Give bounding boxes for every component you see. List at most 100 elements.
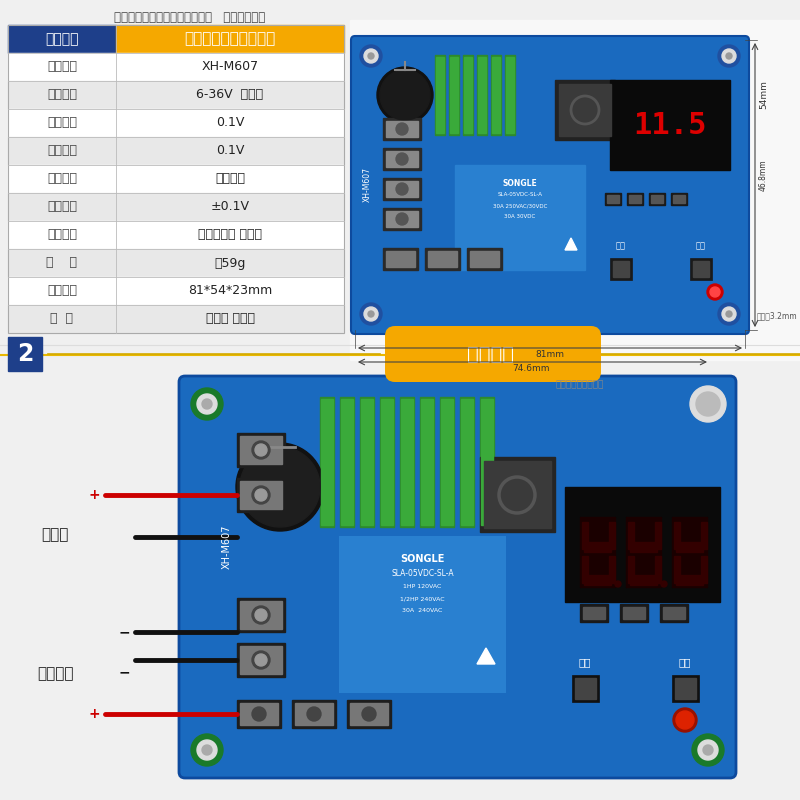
Bar <box>350 20 800 360</box>
Text: 1/2HP 240VAC: 1/2HP 240VAC <box>400 597 445 602</box>
Text: 下限: 下限 <box>578 657 591 667</box>
Text: 电池电压: 电池电压 <box>215 173 245 186</box>
Circle shape <box>396 153 408 165</box>
Bar <box>341 399 353 525</box>
Text: SONGLE: SONGLE <box>502 178 538 187</box>
Bar <box>240 646 282 674</box>
Bar <box>672 675 699 702</box>
Bar <box>383 148 421 170</box>
Bar <box>386 211 418 227</box>
Bar <box>672 517 707 587</box>
Bar <box>584 542 611 552</box>
Circle shape <box>360 45 382 67</box>
Circle shape <box>661 581 667 587</box>
Bar <box>580 517 615 587</box>
Text: 2: 2 <box>17 342 33 366</box>
Text: −: − <box>118 665 130 679</box>
Bar <box>8 305 344 333</box>
Bar <box>421 399 433 525</box>
Text: 控制精度: 控制精度 <box>47 145 77 158</box>
Circle shape <box>722 49 736 63</box>
Circle shape <box>364 49 378 63</box>
Bar <box>464 57 472 133</box>
Bar <box>620 604 648 622</box>
Circle shape <box>703 399 713 409</box>
Bar <box>676 575 703 585</box>
Text: 江苏省 宿迁市: 江苏省 宿迁市 <box>206 313 254 326</box>
Text: 上限: 上限 <box>678 657 691 667</box>
Bar <box>350 703 388 725</box>
Bar <box>580 604 608 622</box>
Circle shape <box>202 745 212 755</box>
Bar <box>492 57 500 133</box>
Bar <box>555 80 615 140</box>
Text: 数控电池放电控制模块: 数控电池放电控制模块 <box>184 31 276 46</box>
Bar <box>8 81 344 109</box>
Circle shape <box>722 307 736 321</box>
Text: 下限: 下限 <box>616 241 626 250</box>
Text: 净    重: 净 重 <box>46 257 78 270</box>
Bar <box>630 575 657 585</box>
Circle shape <box>676 711 694 729</box>
Bar <box>627 193 643 205</box>
Bar <box>436 57 444 133</box>
Bar <box>400 397 414 527</box>
Circle shape <box>615 581 621 587</box>
Text: 约59g: 约59g <box>214 257 246 270</box>
Circle shape <box>396 183 408 195</box>
Bar <box>572 675 599 702</box>
Bar <box>8 109 344 137</box>
Bar <box>626 517 661 587</box>
Circle shape <box>368 53 374 59</box>
FancyBboxPatch shape <box>385 326 601 382</box>
Bar <box>8 337 42 371</box>
Bar <box>674 522 680 549</box>
Text: 输出电压: 输出电压 <box>47 173 77 186</box>
Bar <box>693 261 709 277</box>
Bar <box>240 436 282 464</box>
Text: 1HP 120VAC: 1HP 120VAC <box>403 585 442 590</box>
Bar <box>386 181 418 197</box>
Circle shape <box>252 707 266 721</box>
Bar <box>583 607 605 619</box>
Circle shape <box>718 45 740 67</box>
Circle shape <box>364 307 378 321</box>
Bar <box>607 195 619 203</box>
Circle shape <box>202 399 212 409</box>
Text: XH-M607: XH-M607 <box>222 525 232 570</box>
Bar <box>449 55 459 135</box>
Bar <box>237 700 281 728</box>
Bar <box>237 643 285 677</box>
Text: XH-M607: XH-M607 <box>202 61 258 74</box>
Circle shape <box>707 284 723 300</box>
Text: 蓄电池: 蓄电池 <box>42 527 69 542</box>
Bar <box>655 556 661 583</box>
Circle shape <box>690 386 726 422</box>
Bar <box>605 193 621 205</box>
Text: 追求合理性价比而不是盲目低价   星河电子科技: 追求合理性价比而不是盲目低价 星河电子科技 <box>114 11 266 24</box>
Circle shape <box>692 388 724 420</box>
Circle shape <box>380 70 430 120</box>
Bar <box>8 165 344 193</box>
Bar <box>383 208 421 230</box>
Text: SLA-05VDC-SL-A: SLA-05VDC-SL-A <box>498 193 542 198</box>
Bar <box>455 165 585 270</box>
Bar <box>559 84 611 136</box>
Bar <box>383 178 421 200</box>
Text: 具体尺寸以实物为准: 具体尺寸以实物为准 <box>556 380 604 389</box>
Bar <box>673 195 685 203</box>
Circle shape <box>726 311 732 317</box>
Bar <box>360 397 374 527</box>
Bar <box>481 399 493 525</box>
Bar <box>613 261 629 277</box>
Bar <box>575 678 596 699</box>
Text: 产品型号: 产品型号 <box>47 61 77 74</box>
Bar <box>480 457 555 532</box>
Circle shape <box>703 745 713 755</box>
Bar <box>401 399 413 525</box>
Circle shape <box>252 651 270 669</box>
Bar <box>340 397 354 527</box>
Circle shape <box>673 708 697 732</box>
Polygon shape <box>565 238 577 250</box>
Circle shape <box>710 287 720 297</box>
